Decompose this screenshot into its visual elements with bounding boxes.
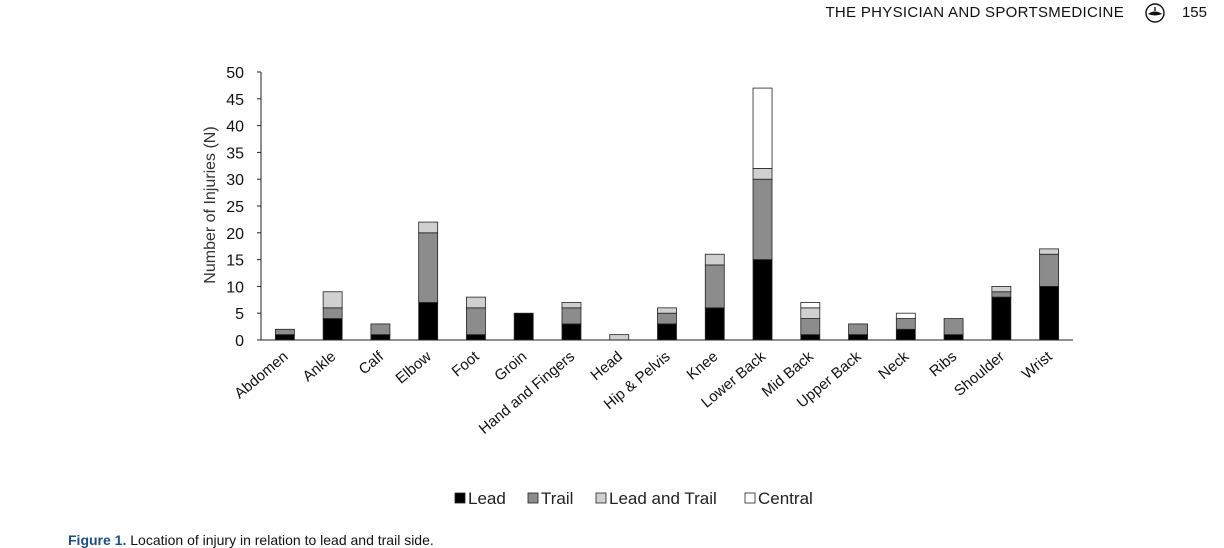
chart-legend: Lead Trail Lead and Trail Central bbox=[454, 489, 813, 508]
y-tick-label: 40 bbox=[226, 119, 244, 136]
bar-segment bbox=[274, 328, 295, 336]
bar-segment bbox=[704, 307, 725, 341]
bar-segment bbox=[370, 323, 391, 336]
journal-logo-icon bbox=[1145, 3, 1165, 23]
bar-segment bbox=[561, 302, 582, 309]
figure-caption: Figure 1. Location of injury in relation… bbox=[68, 532, 434, 548]
stacked-bar-chart: 0 5 10 15 20 25 30 35 40 45 50 Abdomen Ankle Calf Elbo… bbox=[202, 65, 1073, 508]
bar-segment bbox=[943, 334, 964, 341]
bar-segment bbox=[800, 318, 821, 336]
bar-segment bbox=[418, 221, 439, 234]
y-tick-label: 0 bbox=[235, 333, 244, 350]
bar-segment bbox=[1039, 285, 1060, 341]
bar-segment bbox=[466, 307, 486, 336]
y-tick-label: 20 bbox=[226, 226, 244, 243]
legend-swatch bbox=[454, 492, 466, 504]
x-tick-label: Elbow bbox=[393, 348, 435, 387]
bar-segment bbox=[322, 307, 343, 319]
x-tick-label: Knee bbox=[684, 348, 722, 384]
bar-segment bbox=[657, 307, 677, 314]
y-axis-label: Number of Injuries (N) bbox=[202, 126, 219, 283]
bar-segment bbox=[704, 253, 725, 266]
bar-segment bbox=[274, 334, 295, 341]
figure-caption-text: Location of injury in relation to lead a… bbox=[130, 532, 434, 548]
y-tick-label: 15 bbox=[226, 253, 244, 270]
bar-segment bbox=[895, 318, 916, 330]
bar-segment bbox=[848, 334, 868, 341]
y-tick-label: 30 bbox=[226, 172, 244, 189]
plot-area: 0 5 10 15 20 25 30 35 40 45 50 Abdomen Ankle Calf Elbo… bbox=[226, 65, 1073, 438]
legend-swatch bbox=[595, 492, 607, 504]
bar-segment bbox=[322, 318, 343, 341]
legend-swatch bbox=[744, 492, 756, 504]
legend-label: Lead bbox=[468, 489, 506, 508]
bar-segment bbox=[561, 307, 582, 325]
bar-segment bbox=[418, 232, 439, 303]
legend-label: Central bbox=[758, 489, 813, 508]
bar-segment bbox=[657, 323, 677, 341]
y-tick-label: 35 bbox=[226, 145, 244, 162]
x-tick-label: Ribs bbox=[926, 348, 960, 380]
bar-segment bbox=[800, 307, 821, 319]
bar-segment bbox=[800, 302, 821, 309]
bar-segment bbox=[895, 312, 916, 319]
bar-segment bbox=[466, 334, 486, 341]
y-tick-label: 10 bbox=[226, 279, 244, 296]
bar-segment bbox=[800, 334, 821, 341]
bar-segment bbox=[991, 285, 1012, 293]
bar-segment bbox=[561, 323, 582, 341]
x-tick-label: Wrist bbox=[1019, 348, 1057, 383]
bar-segment bbox=[322, 291, 343, 309]
y-tick-label: 5 bbox=[235, 306, 244, 323]
bar-segment bbox=[991, 296, 1012, 341]
bar-segment bbox=[609, 334, 630, 341]
bar-segment bbox=[466, 296, 486, 309]
bar-segment bbox=[704, 264, 725, 309]
y-tick-label: 45 bbox=[226, 92, 244, 109]
journal-title: THE PHYSICIAN AND SPORTSMEDICINE bbox=[825, 4, 1124, 21]
legend-label: Trail bbox=[541, 489, 573, 508]
bar-segment bbox=[991, 291, 1012, 298]
bar-segment bbox=[943, 318, 964, 336]
legend-label: Lead and Trail bbox=[609, 489, 717, 508]
x-tick-label: Shoulder bbox=[951, 348, 1008, 400]
x-tick-label: Ankle bbox=[300, 348, 340, 385]
x-tick-label: Calf bbox=[356, 348, 388, 379]
x-tick-label: Head bbox=[587, 348, 625, 384]
x-tick-label: Foot bbox=[449, 348, 484, 381]
x-tick-label: Groin bbox=[491, 348, 530, 385]
bar-segment bbox=[895, 328, 916, 341]
page-number: 155 bbox=[1181, 4, 1207, 21]
bar-segment bbox=[752, 178, 773, 260]
x-tick-label: Abdomen bbox=[231, 348, 291, 402]
bar-segment bbox=[752, 168, 773, 180]
y-tick-label: 25 bbox=[226, 199, 244, 216]
bar-segment bbox=[370, 334, 391, 341]
bar-segment bbox=[418, 302, 439, 341]
bar-segment bbox=[848, 323, 868, 336]
bar-segment bbox=[513, 312, 534, 341]
bar-segment bbox=[752, 87, 773, 169]
bar-segment bbox=[1039, 248, 1060, 255]
y-tick-label: 50 bbox=[226, 65, 244, 82]
bar-segment bbox=[1039, 253, 1060, 287]
page-header: THE PHYSICIAN AND SPORTSMEDICINE 155 bbox=[0, 2, 1224, 24]
legend-swatch bbox=[527, 492, 539, 504]
bar-segment bbox=[752, 259, 773, 341]
x-tick-label: Neck bbox=[875, 348, 912, 383]
figure-caption-label: Figure 1. bbox=[68, 532, 127, 548]
bar-segment bbox=[657, 312, 677, 325]
